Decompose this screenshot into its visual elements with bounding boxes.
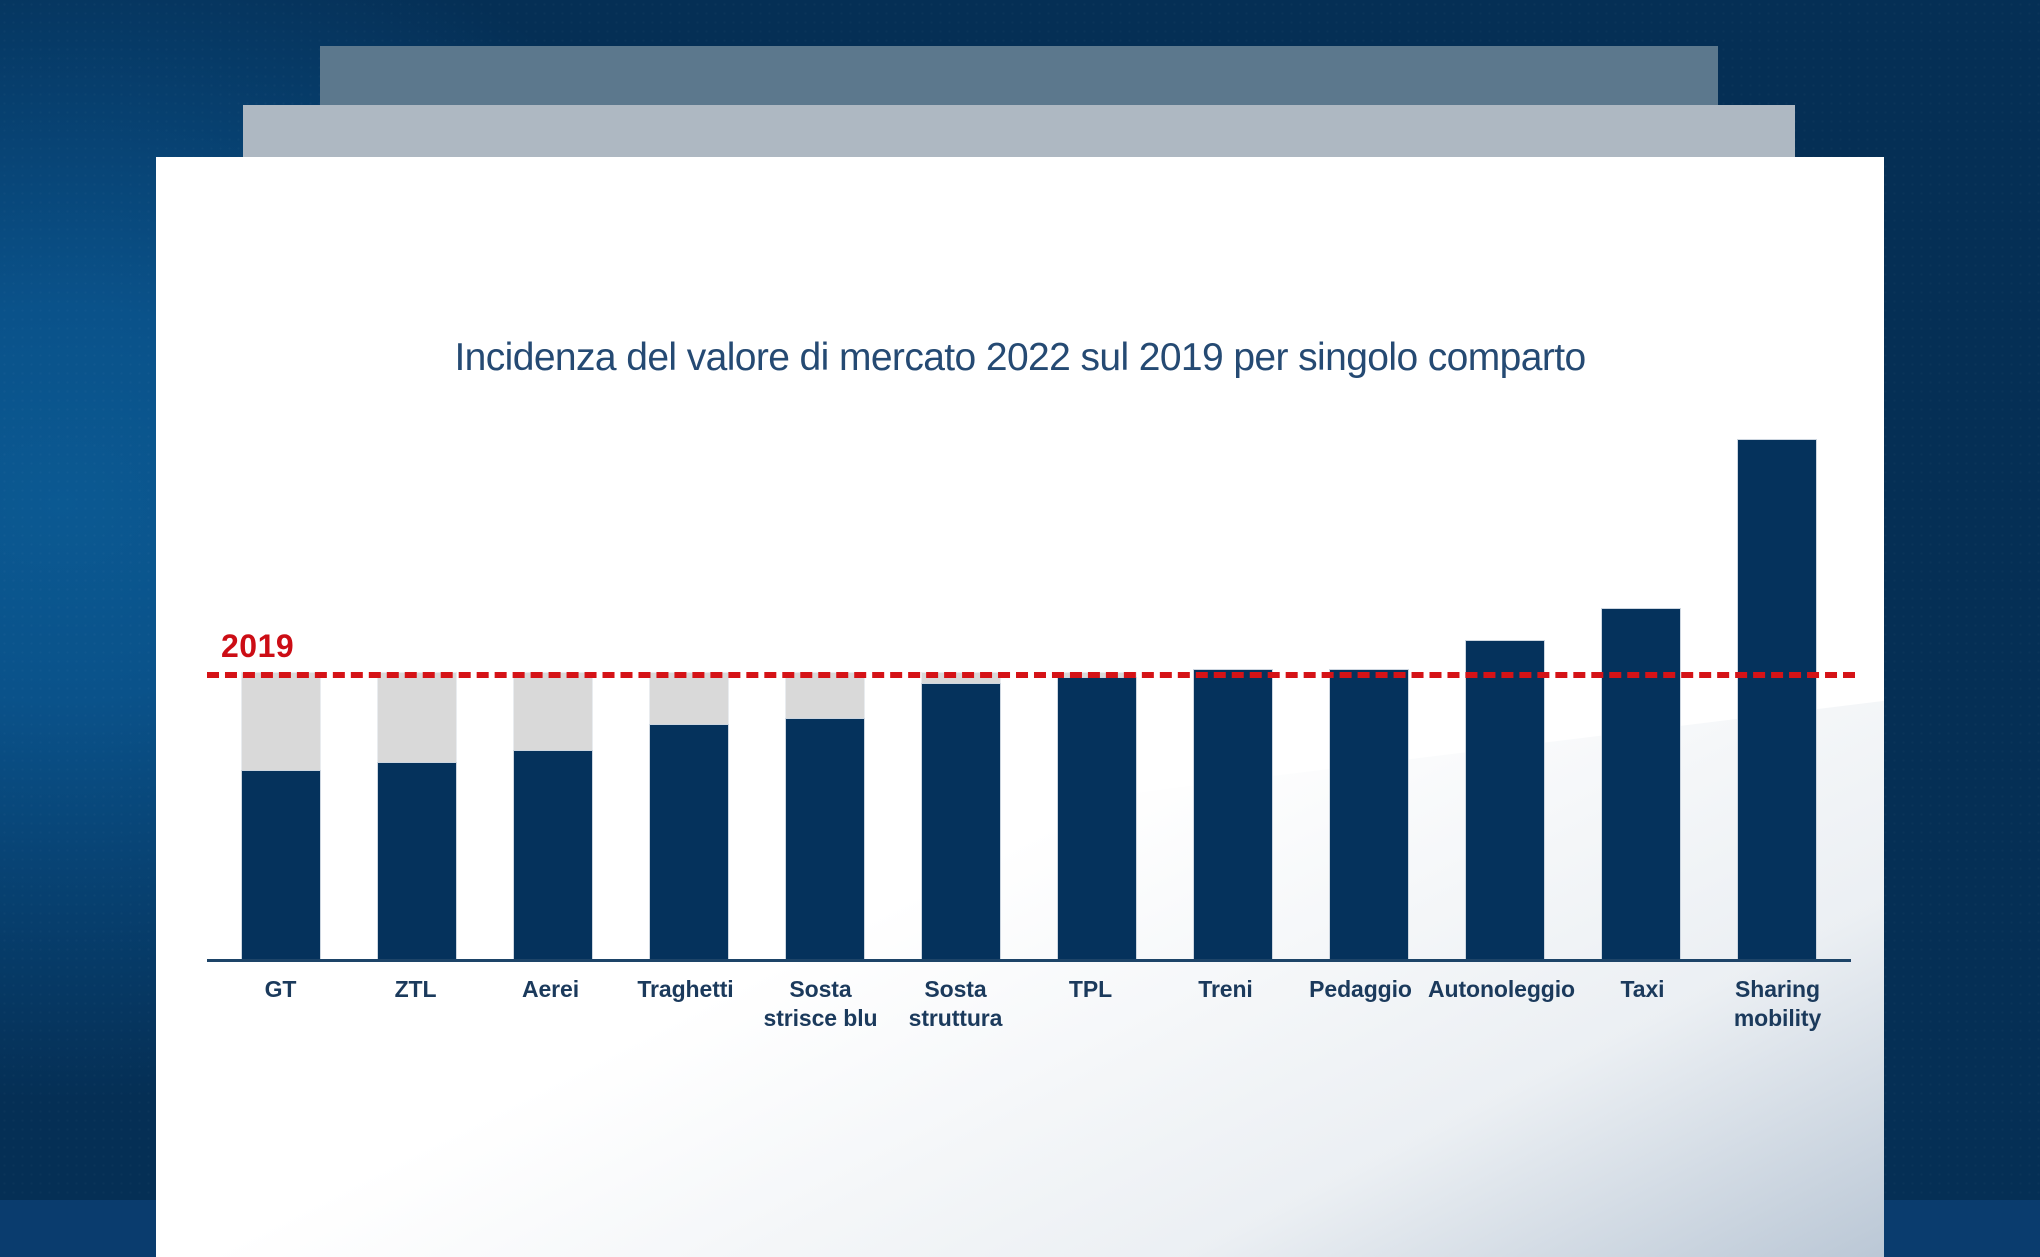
x-axis-label: Sharing mobility xyxy=(1733,976,1822,1032)
bar-segment-value xyxy=(785,718,865,962)
bar-slot xyxy=(1573,422,1709,962)
x-axis-label: Traghetti xyxy=(637,976,734,1002)
bar-slot xyxy=(1301,422,1437,962)
bar-slot xyxy=(893,422,1029,962)
x-axis-labels: GT ZTL Aerei Traghetti Sosta strisce blu Sost… xyxy=(207,975,1851,1033)
chart-title: Incidenza del valore di mercato 2022 sul… xyxy=(454,336,1586,379)
x-axis-label: Sosta strisce blu xyxy=(763,976,878,1032)
bar-segment-gap xyxy=(241,671,321,771)
bar-segment-gap xyxy=(513,671,593,751)
bar-treni[interactable] xyxy=(1193,668,1273,962)
bar-segment-value xyxy=(1193,668,1273,962)
x-axis-label: ZTL xyxy=(394,976,437,1002)
bar-slot xyxy=(1165,422,1301,962)
x-axis-label: Aerei xyxy=(521,976,580,1002)
bar-segment-value xyxy=(649,723,729,962)
bar-aerei[interactable] xyxy=(513,671,593,962)
bar-slot xyxy=(1437,422,1573,962)
bar-segment-gap xyxy=(785,671,865,719)
chart-container: Incidenza del valore di mercato 2022 sul… xyxy=(156,157,1884,1257)
x-axis-label: Treni xyxy=(1198,976,1253,1002)
chart-plot-area: 2019 xyxy=(207,422,1855,962)
bar-ztl[interactable] xyxy=(377,671,457,962)
bar-sharing-mobility[interactable] xyxy=(1737,439,1817,962)
reference-line-label: 2019 xyxy=(221,627,295,664)
bar-slot xyxy=(1029,422,1165,962)
bar-sosta-strisce-blu[interactable] xyxy=(785,671,865,962)
bar-gt[interactable] xyxy=(241,671,321,962)
x-axis-line xyxy=(207,959,1851,962)
bar-sosta-struttura[interactable] xyxy=(921,671,1001,962)
x-axis-label: TPL xyxy=(1068,976,1113,1002)
bar-tpl[interactable] xyxy=(1057,671,1137,962)
bar-slot xyxy=(485,422,621,962)
reference-line-2019 xyxy=(207,671,1855,678)
bar-group xyxy=(207,422,1851,962)
x-axis-label: Pedaggio xyxy=(1309,976,1412,1002)
bar-slot xyxy=(1709,422,1845,962)
bar-taxi[interactable] xyxy=(1601,607,1681,962)
bar-autonoleggio[interactable] xyxy=(1465,639,1545,962)
bar-slot xyxy=(621,422,757,962)
bar-segment-value xyxy=(1329,668,1409,962)
x-axis-label: Sosta struttura xyxy=(908,976,1003,1032)
bar-traghetti[interactable] xyxy=(649,671,729,962)
bar-segment-value xyxy=(1737,439,1817,962)
bar-segment-value xyxy=(377,761,457,962)
x-axis-label: Taxi xyxy=(1620,976,1665,1002)
bar-segment-value xyxy=(1465,639,1545,962)
bar-segment-value xyxy=(1601,607,1681,962)
bar-slot xyxy=(757,422,893,962)
bar-segment-value xyxy=(1057,677,1137,962)
bar-slot xyxy=(213,422,349,962)
bar-pedaggio[interactable] xyxy=(1329,668,1409,962)
bar-slot xyxy=(349,422,485,962)
bar-segment-value xyxy=(921,683,1001,962)
x-axis-label: Autonoleggio xyxy=(1428,976,1575,1002)
bar-segment-gap xyxy=(377,671,457,762)
bar-segment-value xyxy=(241,770,321,962)
x-axis-label: GT xyxy=(264,976,297,1002)
bar-segment-gap xyxy=(649,671,729,724)
bar-segment-value xyxy=(513,750,593,962)
stacked-card-front: Incidenza del valore di mercato 2022 sul… xyxy=(156,157,1884,1257)
